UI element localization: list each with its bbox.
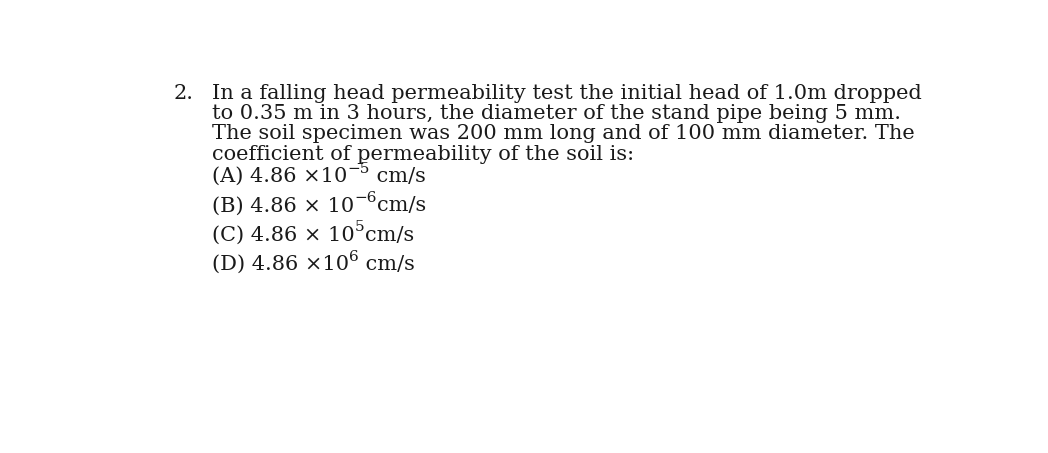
Text: −6: −6 bbox=[354, 191, 377, 205]
Text: The soil specimen was 200 mm long and of 100 mm diameter. The: The soil specimen was 200 mm long and of… bbox=[213, 125, 915, 144]
Text: (B) 4.86 × 10: (B) 4.86 × 10 bbox=[213, 197, 354, 216]
Text: (D) 4.86 ×10: (D) 4.86 ×10 bbox=[213, 255, 349, 274]
Text: coefficient of permeability of the soil is:: coefficient of permeability of the soil … bbox=[213, 145, 634, 164]
Text: 6: 6 bbox=[349, 250, 359, 264]
Text: cm/s: cm/s bbox=[359, 255, 415, 274]
Text: (A) 4.86 ×10: (A) 4.86 ×10 bbox=[213, 167, 348, 186]
Text: (C) 4.86 × 10: (C) 4.86 × 10 bbox=[213, 226, 355, 245]
Text: In a falling head permeability test the initial head of 1.0m dropped: In a falling head permeability test the … bbox=[213, 84, 922, 103]
Text: cm/s: cm/s bbox=[365, 226, 414, 245]
Text: cm/s: cm/s bbox=[370, 167, 425, 186]
Text: 5: 5 bbox=[355, 221, 365, 234]
Text: −5: −5 bbox=[348, 162, 370, 176]
Text: to 0.35 m in 3 hours, the diameter of the stand pipe being 5 mm.: to 0.35 m in 3 hours, the diameter of th… bbox=[213, 104, 901, 123]
Text: cm/s: cm/s bbox=[377, 197, 427, 216]
Text: 2.: 2. bbox=[174, 84, 194, 103]
